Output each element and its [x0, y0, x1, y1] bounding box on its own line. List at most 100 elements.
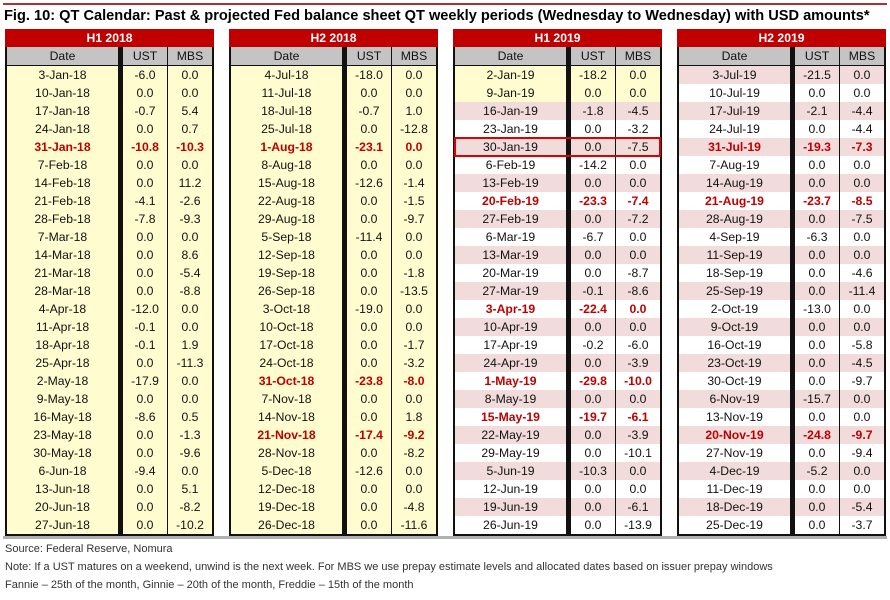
table-row: 4-Jul-18 -18.0 0.0 [231, 66, 436, 84]
mbs-cell: 5.1 [181, 482, 199, 496]
note-text: Note: If a UST matures on a weekend, unw… [5, 561, 773, 573]
ust-cell: -15.7 [795, 390, 840, 408]
mbs-cell: -7.3 [851, 140, 873, 154]
mbs-cell: -10.2 [176, 518, 204, 532]
ust-cell: -23.7 [795, 192, 840, 210]
ust-cell: 0.0 [571, 318, 616, 336]
date-cell: 25-Apr-18 [7, 354, 123, 372]
date-cell: 13-Mar-19 [455, 246, 571, 264]
ust-cell: -10.3 [571, 462, 616, 480]
table-row: 4-Dec-19 -5.2 0.0 [679, 462, 884, 480]
mbs-cell: -8.0 [403, 374, 425, 388]
table-row: 13-Jun-18 0.0 5.1 [7, 480, 212, 498]
ust-cell: -0.2 [571, 336, 616, 354]
mbs-cell: -8.6 [627, 284, 649, 298]
source-text: Source: Federal Reserve, Nomura [5, 543, 173, 555]
table-row: 31-Oct-18 -23.8 -8.0 [231, 372, 436, 390]
mbs-cell: 0.0 [853, 482, 871, 496]
mbs-cell: 0.0 [629, 230, 647, 244]
mbs-cell: 0.0 [405, 320, 423, 334]
mbs-cell: -10.3 [176, 140, 204, 154]
date-cell: 25-Sep-19 [679, 282, 795, 300]
table-row: 28-Feb-18 -7.8 -9.3 [7, 210, 212, 228]
mbs-cell: -1.5 [403, 194, 425, 208]
date-cell: 27-Jun-18 [7, 516, 123, 534]
ust-cell: 0.0 [347, 318, 392, 336]
qt-table-h1-2019: H1 2019 Date UST MBS 2-Jan-19 -18.2 0.0 … [453, 29, 662, 536]
qt-table-h2-2018: H2 2018 Date UST MBS 4-Jul-18 -18.0 0.0 … [229, 29, 438, 536]
table-period-header: H1 2019 [453, 29, 662, 47]
table-row: 1-Aug-18 -23.1 0.0 [231, 138, 436, 156]
mbs-cell: -5.8 [851, 338, 873, 352]
table-row: 9-Jan-19 0.0 0.0 [455, 84, 660, 102]
table-row: 20-Mar-19 0.0 -8.7 [455, 264, 660, 282]
table-row: 29-Aug-18 0.0 -9.7 [231, 210, 436, 228]
mbs-cell: -9.4 [851, 446, 873, 460]
mbs-cell: 8.6 [181, 248, 199, 262]
date-cell: 19-Sep-18 [231, 264, 347, 282]
table-row: 12-Jun-19 0.0 0.0 [455, 480, 660, 498]
date-cell: 10-Apr-19 [455, 318, 571, 336]
ust-cell: -14.2 [571, 156, 616, 174]
date-cell: 31-Jan-18 [7, 138, 123, 156]
table-row: 2-Jan-19 -18.2 0.0 [455, 66, 660, 84]
table-row: 29-May-19 0.0 -10.1 [455, 444, 660, 462]
table-row: 1-May-19 -29.8 -10.0 [455, 372, 660, 390]
mbs-cell: 0.0 [181, 374, 199, 388]
table-row: 13-Mar-19 0.0 0.0 [455, 246, 660, 264]
mbs-cell: 0.0 [629, 320, 647, 334]
column-header-mbs: MBS [624, 49, 652, 63]
table-row: 28-Mar-18 0.0 -8.8 [7, 282, 212, 300]
ust-cell: -0.1 [123, 336, 168, 354]
column-header-date: Date [7, 47, 123, 65]
table-row: 27-Feb-19 0.0 -7.2 [455, 210, 660, 228]
ust-cell: 0.0 [347, 282, 392, 300]
table-row: 3-Jul-19 -21.5 0.0 [679, 66, 884, 84]
date-cell: 13-Jun-18 [7, 480, 123, 498]
ust-cell: 0.0 [347, 120, 392, 138]
mbs-cell: -3.9 [627, 356, 649, 370]
date-cell: 27-Nov-19 [679, 444, 795, 462]
table-row: 15-May-19 -19.7 -6.1 [455, 408, 660, 426]
table-row: 21-Mar-18 0.0 -5.4 [7, 264, 212, 282]
date-cell: 14-Mar-18 [7, 246, 123, 264]
table-row: 21-Nov-18 -17.4 -9.2 [231, 426, 436, 444]
date-cell: 30-Oct-19 [679, 372, 795, 390]
table-row: 19-Jun-19 0.0 -6.1 [455, 498, 660, 516]
ust-cell: 0.0 [795, 264, 840, 282]
mbs-cell: 0.0 [405, 464, 423, 478]
ust-cell: -5.2 [795, 462, 840, 480]
date-cell: 29-May-19 [455, 444, 571, 462]
table-row: 19-Dec-18 0.0 -4.8 [231, 498, 436, 516]
date-cell: 11-Jul-18 [231, 84, 347, 102]
table-row: 8-May-19 0.0 0.0 [455, 390, 660, 408]
table-row: 7-Aug-19 0.0 0.0 [679, 156, 884, 174]
qt-table-h2-2019: H2 2019 Date UST MBS 3-Jul-19 -21.5 0.0 … [677, 29, 886, 536]
date-cell: 9-May-18 [7, 390, 123, 408]
mbs-cell: 0.0 [853, 320, 871, 334]
table-row: 6-Feb-19 -14.2 0.0 [455, 156, 660, 174]
mbs-cell: 0.0 [853, 248, 871, 262]
date-cell: 2-May-18 [7, 372, 123, 390]
table-row: 28-Aug-19 0.0 -7.5 [679, 210, 884, 228]
date-cell: 26-Dec-18 [231, 516, 347, 534]
mbs-cell: 0.0 [181, 302, 199, 316]
mbs-cell: 0.0 [629, 176, 647, 190]
ust-cell: -10.8 [123, 138, 168, 156]
mbs-cell: -5.4 [179, 266, 201, 280]
date-cell: 4-Dec-19 [679, 462, 795, 480]
ust-cell: 0.0 [123, 426, 168, 444]
table-row: 8-Aug-18 0.0 0.0 [231, 156, 436, 174]
date-cell: 11-Dec-19 [679, 480, 795, 498]
ust-cell: 0.0 [123, 156, 168, 174]
mbs-cell: -1.7 [403, 338, 425, 352]
ust-cell: 0.0 [571, 390, 616, 408]
ust-cell: -12.6 [347, 462, 392, 480]
date-cell: 1-Aug-18 [231, 138, 347, 156]
ust-cell: -13.0 [795, 300, 840, 318]
mbs-cell: -4.4 [851, 104, 873, 118]
table-row: 18-Jul-18 -0.7 1.0 [231, 102, 436, 120]
mbs-cell: 0.0 [181, 320, 199, 334]
mbs-cell: 0.7 [181, 122, 199, 136]
qt-table-h1-2018: H1 2018 Date UST MBS 3-Jan-18 -6.0 0.0 1… [5, 29, 214, 536]
